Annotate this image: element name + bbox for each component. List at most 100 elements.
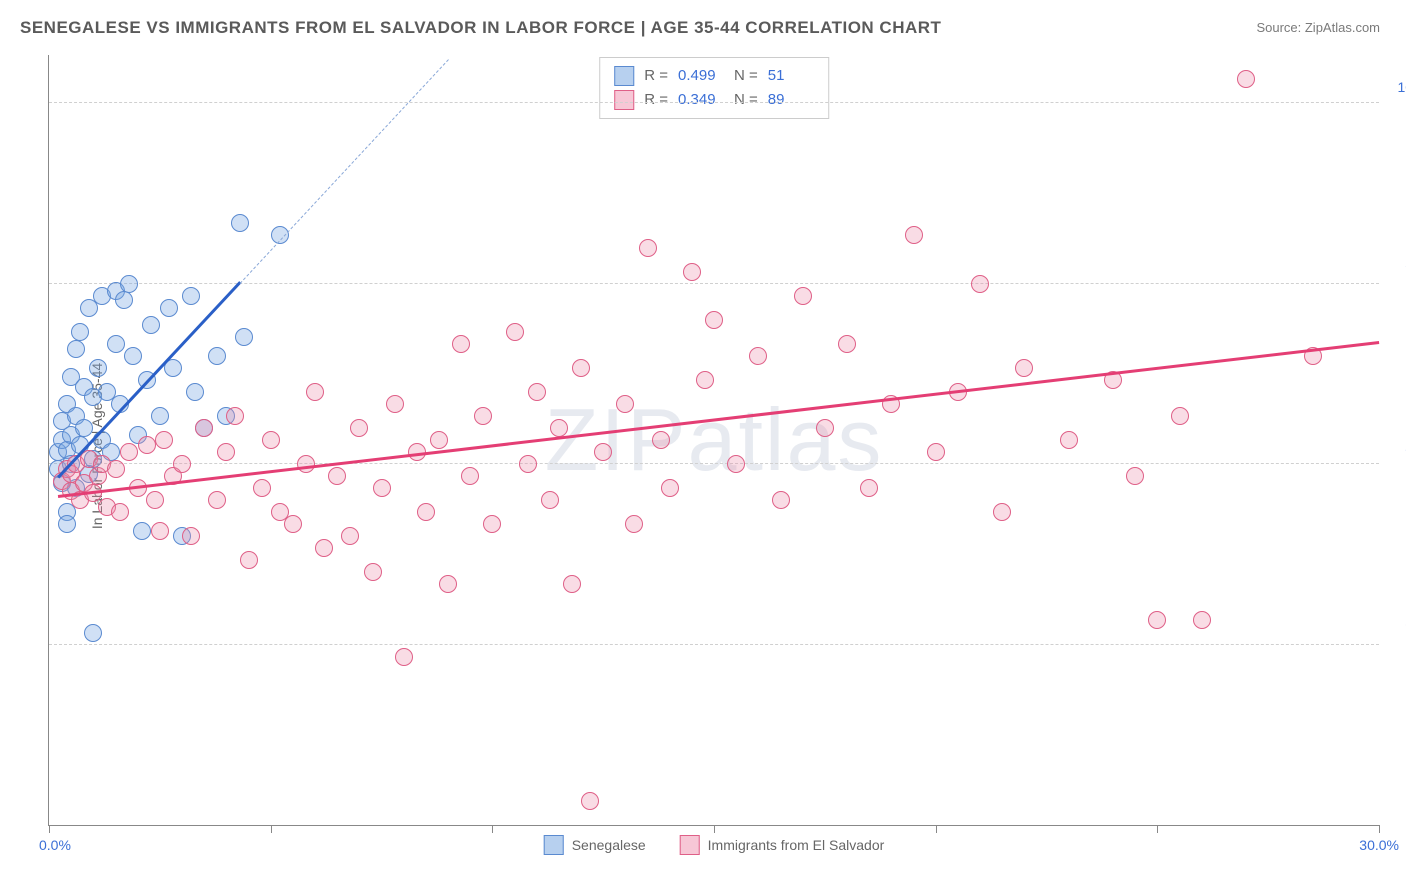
data-point: [483, 515, 501, 533]
data-point: [572, 359, 590, 377]
data-point: [151, 522, 169, 540]
data-point: [195, 419, 213, 437]
data-point: [124, 347, 142, 365]
chart-title: SENEGALESE VS IMMIGRANTS FROM EL SALVADO…: [20, 18, 941, 38]
gridline: [49, 283, 1379, 284]
data-point: [151, 407, 169, 425]
data-point: [1060, 431, 1078, 449]
legend-stats-row: R = 0.349 N = 89: [614, 88, 814, 112]
x-tick: [271, 825, 272, 833]
data-point: [253, 479, 271, 497]
data-point: [235, 328, 253, 346]
data-point: [625, 515, 643, 533]
data-point: [519, 455, 537, 473]
data-point: [115, 291, 133, 309]
data-point: [231, 214, 249, 232]
data-point: [262, 431, 280, 449]
data-point: [89, 359, 107, 377]
data-point: [838, 335, 856, 353]
data-point: [107, 460, 125, 478]
data-point: [395, 648, 413, 666]
data-point: [146, 491, 164, 509]
gridline: [49, 463, 1379, 464]
data-point: [661, 479, 679, 497]
data-point: [1171, 407, 1189, 425]
trendline-extrapolated: [239, 59, 448, 283]
source-label: Source: ZipAtlas.com: [1256, 20, 1380, 35]
data-point: [75, 419, 93, 437]
legend-stats: R = 0.499 N = 51 R = 0.349 N = 89: [599, 57, 829, 119]
data-point: [541, 491, 559, 509]
x-axis-label-min: 0.0%: [39, 837, 71, 853]
data-point: [905, 226, 923, 244]
legend-label-1: Immigrants from El Salvador: [708, 837, 885, 853]
x-tick: [714, 825, 715, 833]
x-tick: [936, 825, 937, 833]
data-point: [550, 419, 568, 437]
x-tick: [1157, 825, 1158, 833]
data-point: [683, 263, 701, 281]
data-point: [208, 347, 226, 365]
data-point: [138, 436, 156, 454]
legend-label-0: Senegalese: [572, 837, 646, 853]
legend-series: Senegalese Immigrants from El Salvador: [544, 835, 885, 855]
x-tick: [1379, 825, 1380, 833]
data-point: [794, 287, 812, 305]
data-point: [506, 323, 524, 341]
data-point: [993, 503, 1011, 521]
data-point: [133, 522, 151, 540]
data-point: [581, 792, 599, 810]
data-point: [652, 431, 670, 449]
data-point: [1237, 70, 1255, 88]
legend-r-label: R =: [644, 64, 668, 88]
data-point: [971, 275, 989, 293]
data-point: [120, 275, 138, 293]
data-point: [341, 527, 359, 545]
data-point: [1015, 359, 1033, 377]
legend-r-value-1: 0.349: [678, 88, 724, 112]
data-point: [315, 539, 333, 557]
x-axis-label-max: 30.0%: [1359, 837, 1399, 853]
data-point: [328, 467, 346, 485]
data-point: [386, 395, 404, 413]
data-point: [705, 311, 723, 329]
gridline: [49, 644, 1379, 645]
data-point: [772, 491, 790, 509]
gridline: [49, 102, 1379, 103]
data-point: [1126, 467, 1144, 485]
data-point: [58, 515, 76, 533]
data-point: [173, 455, 191, 473]
data-point: [417, 503, 435, 521]
data-point: [364, 563, 382, 581]
data-point: [84, 624, 102, 642]
legend-item-0: Senegalese: [544, 835, 646, 855]
data-point: [727, 455, 745, 473]
legend-swatch-1: [680, 835, 700, 855]
data-point: [430, 431, 448, 449]
data-point: [563, 575, 581, 593]
data-point: [111, 503, 129, 521]
plot-area: ZIPatlas R = 0.499 N = 51 R = 0.349 N = …: [48, 55, 1379, 826]
data-point: [1148, 611, 1166, 629]
data-point: [696, 371, 714, 389]
data-point: [461, 467, 479, 485]
legend-n-label: N =: [734, 88, 758, 112]
data-point: [373, 479, 391, 497]
legend-stats-row: R = 0.499 N = 51: [614, 64, 814, 88]
data-point: [639, 239, 657, 257]
data-point: [439, 575, 457, 593]
data-point: [1193, 611, 1211, 629]
data-point: [217, 443, 235, 461]
legend-r-label: R =: [644, 88, 668, 112]
data-point: [155, 431, 173, 449]
data-point: [208, 491, 226, 509]
data-point: [594, 443, 612, 461]
x-tick: [49, 825, 50, 833]
data-point: [182, 527, 200, 545]
legend-n-label: N =: [734, 64, 758, 88]
data-point: [120, 443, 138, 461]
data-point: [160, 299, 178, 317]
legend-swatch-0: [544, 835, 564, 855]
data-point: [71, 323, 89, 341]
data-point: [860, 479, 878, 497]
